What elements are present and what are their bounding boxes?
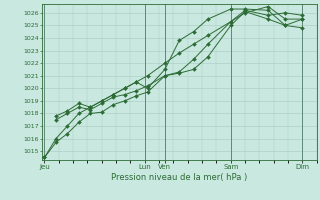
X-axis label: Pression niveau de la mer( hPa ): Pression niveau de la mer( hPa ) [111, 173, 247, 182]
